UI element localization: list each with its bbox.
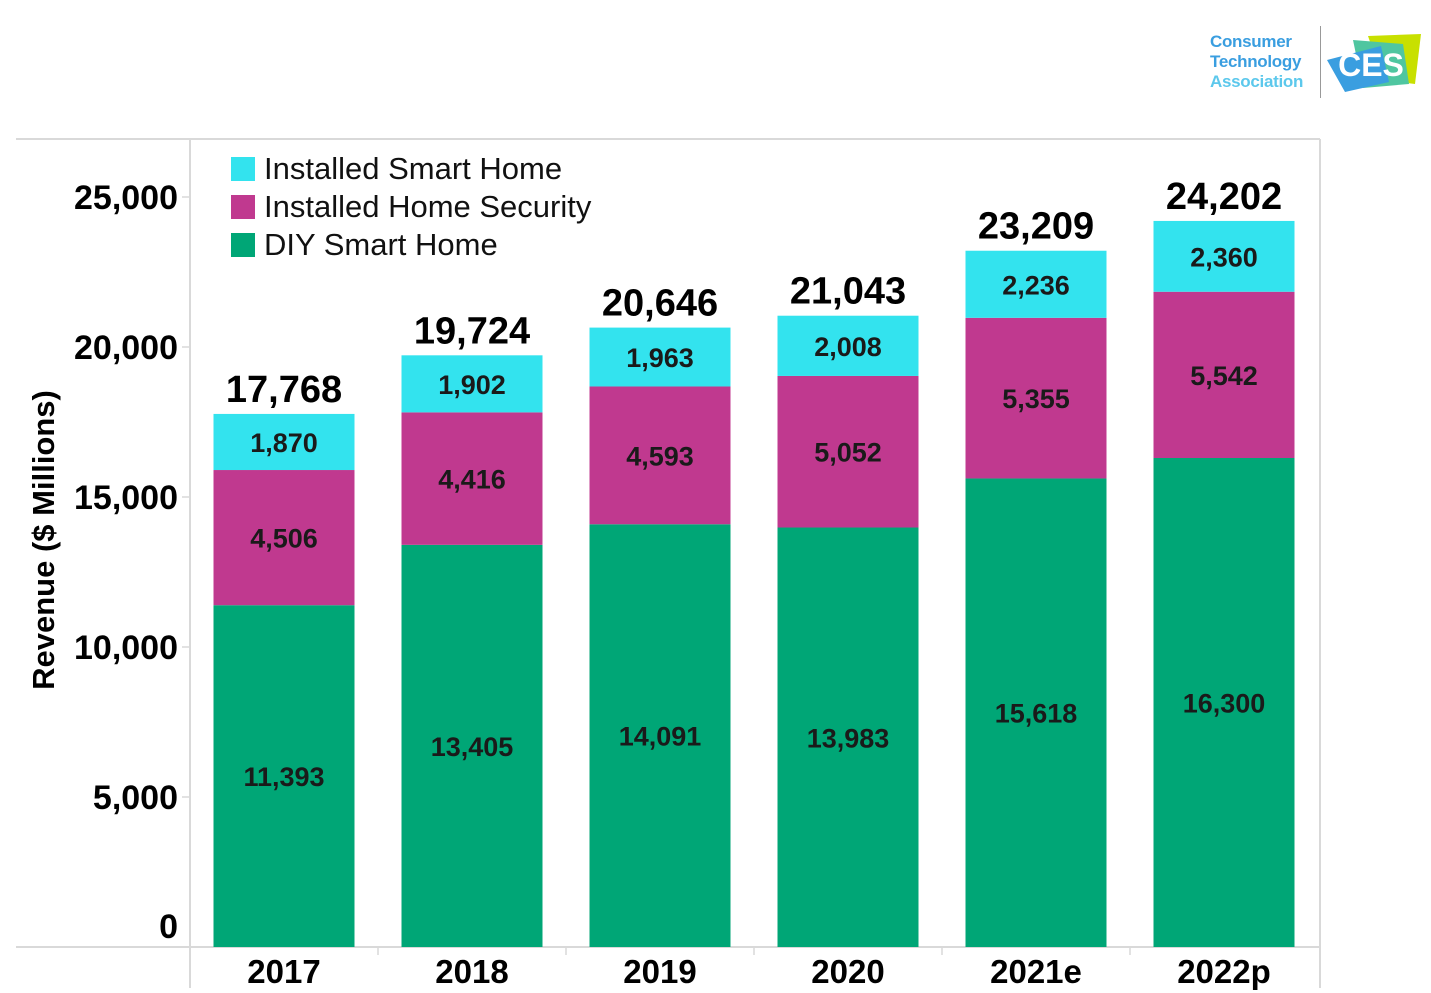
legend-label: DIY Smart Home xyxy=(264,227,498,262)
segment-data-label: 14,091 xyxy=(619,722,702,752)
segment-data-label: 15,618 xyxy=(995,699,1078,729)
y-tick-label: 15,000 xyxy=(74,479,178,517)
bar-segment-installed-smart-home xyxy=(1153,220,1295,292)
segment-data-label: 4,506 xyxy=(250,524,318,554)
bar-segment-installed-smart-home xyxy=(589,327,731,387)
legend-swatch xyxy=(231,195,255,219)
y-tick-label: 5,000 xyxy=(93,779,178,817)
segment-data-label: 16,300 xyxy=(1183,689,1266,719)
y-tick-label: 25,000 xyxy=(74,179,178,217)
total-data-label: 24,202 xyxy=(1166,176,1282,218)
total-data-label: 20,646 xyxy=(602,283,718,325)
segment-data-label: 11,393 xyxy=(243,762,324,792)
x-tick-label: 2022p xyxy=(1177,953,1271,990)
total-data-label: 21,043 xyxy=(790,271,906,313)
total-data-label: 23,209 xyxy=(978,206,1094,248)
total-data-label: 17,768 xyxy=(226,369,342,411)
segment-data-label: 5,355 xyxy=(1002,384,1070,414)
bar-segment-installed-smart-home xyxy=(965,250,1107,318)
ces-logo-mark: CES xyxy=(1327,34,1421,92)
bar-segment-diy-smart-home xyxy=(777,527,919,947)
segment-data-label: 2,008 xyxy=(814,332,882,362)
logo-line: Consumer xyxy=(1210,32,1292,51)
bar-segment-installed-home-security xyxy=(213,470,355,606)
bar-segment-diy-smart-home xyxy=(589,524,731,947)
y-axis-title: Revenue ($ Millions) xyxy=(26,390,61,690)
legend-label: Installed Home Security xyxy=(264,189,592,224)
bar-segment-installed-smart-home xyxy=(777,315,919,376)
bar-segment-installed-home-security xyxy=(589,386,731,525)
bar-segment-installed-home-security xyxy=(777,375,919,528)
x-tick-label: 2021e xyxy=(990,953,1082,990)
bar-segment-installed-home-security xyxy=(401,412,543,545)
bar-segment-installed-smart-home xyxy=(213,413,355,471)
bar-segment-installed-smart-home xyxy=(401,355,543,413)
segment-data-label: 2,236 xyxy=(1002,270,1070,300)
cta-logo-text: Consumer Technology Association xyxy=(1210,32,1303,92)
cta-ces-logo: Consumer Technology Association CES xyxy=(1205,26,1430,103)
bar-segment-diy-smart-home xyxy=(401,544,543,947)
x-tick-label: 2020 xyxy=(811,953,884,990)
logo-divider xyxy=(1320,26,1321,98)
bar-segment-installed-home-security xyxy=(1153,291,1295,458)
segment-data-label: 1,963 xyxy=(626,343,694,373)
segment-data-label: 4,416 xyxy=(438,465,506,495)
bar-segment-diy-smart-home xyxy=(1153,458,1295,947)
segment-data-label: 13,983 xyxy=(807,723,890,753)
legend-swatch xyxy=(231,233,255,257)
segment-data-label: 1,870 xyxy=(250,428,318,458)
bar-segment-installed-home-security xyxy=(965,317,1107,479)
svg-text:CES: CES xyxy=(1338,47,1404,83)
segment-data-label: 5,542 xyxy=(1190,361,1258,391)
y-tick-label: 20,000 xyxy=(74,329,178,367)
segment-data-label: 4,593 xyxy=(626,441,694,471)
logo-line: Association xyxy=(1210,72,1304,91)
legend-label: Installed Smart Home xyxy=(264,151,562,186)
segment-data-label: 2,360 xyxy=(1190,242,1258,272)
x-tick-label: 2017 xyxy=(247,953,320,990)
bar-segment-diy-smart-home xyxy=(965,478,1107,947)
segment-data-label: 13,405 xyxy=(431,732,514,762)
legend-swatch xyxy=(231,157,255,181)
y-tick-label: 10,000 xyxy=(74,629,178,667)
x-tick-label: 2019 xyxy=(623,953,696,990)
segment-data-label: 5,052 xyxy=(814,438,882,468)
x-tick-label: 2018 xyxy=(435,953,508,990)
total-data-label: 19,724 xyxy=(414,310,530,352)
logo-line: Technology xyxy=(1210,52,1302,71)
y-tick-label: 0 xyxy=(159,908,178,946)
bar-segment-diy-smart-home xyxy=(213,605,355,947)
segment-data-label: 1,902 xyxy=(438,370,506,400)
